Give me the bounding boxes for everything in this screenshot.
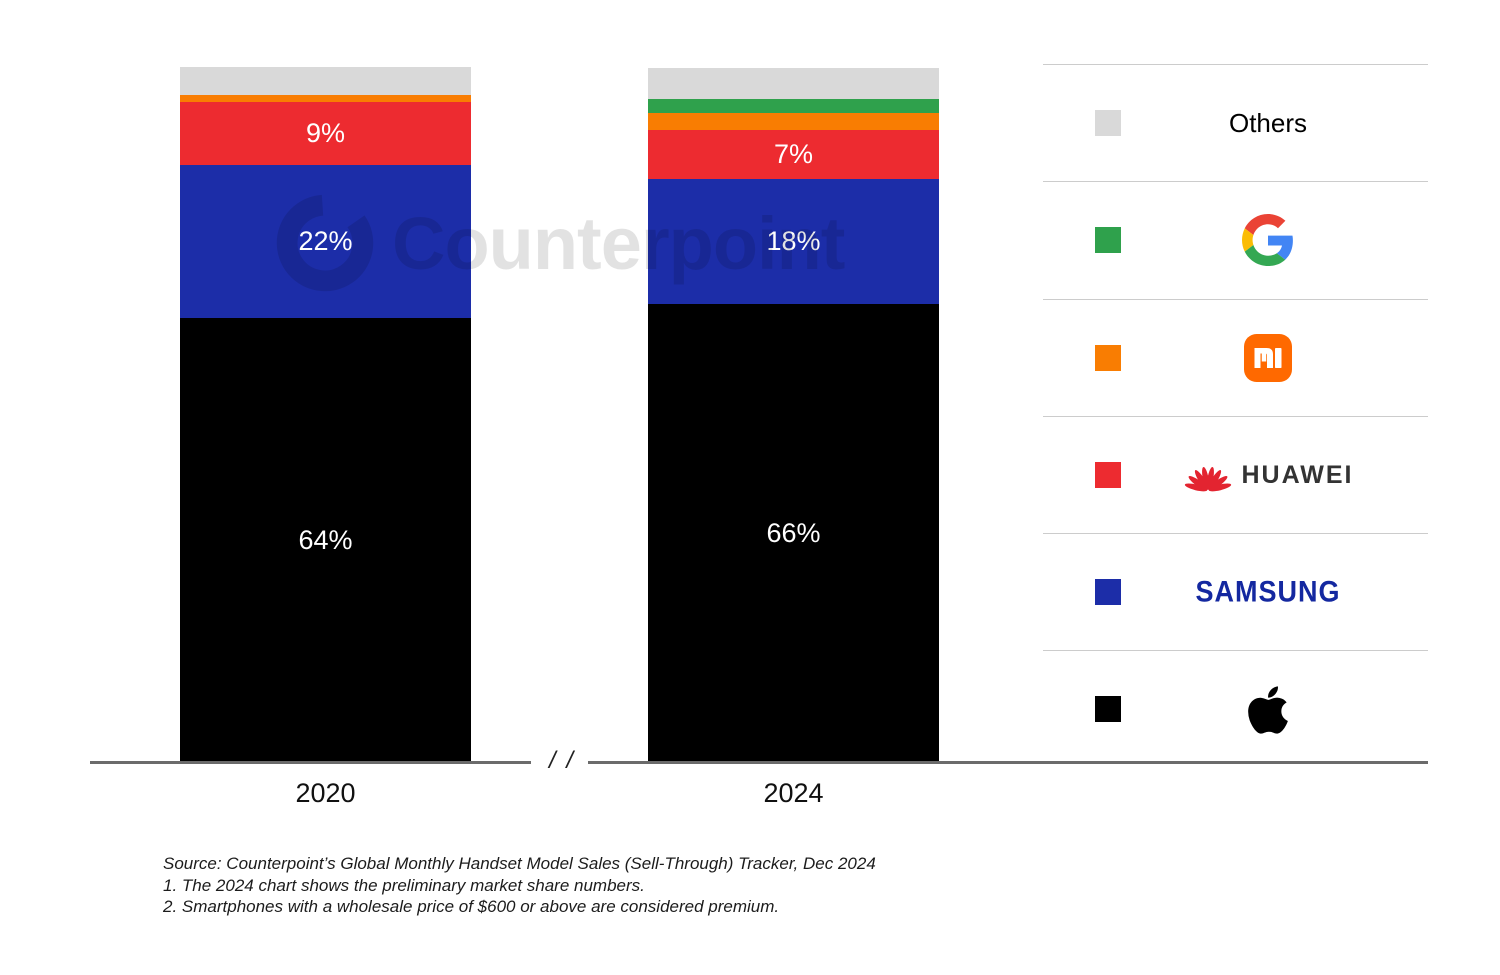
segment-apple-2020: 64% xyxy=(180,318,471,763)
segment-value-label: 9% xyxy=(305,118,346,148)
legend-row-google xyxy=(1043,182,1428,300)
legend-row-samsung: SAMSUNG xyxy=(1043,534,1428,652)
x-axis-line-right xyxy=(588,761,1428,764)
segment-xiaomi-2020 xyxy=(180,95,471,102)
segment-value-label: 7% xyxy=(773,139,814,169)
x-tick-label-2024: 2024 xyxy=(763,778,824,808)
segment-xiaomi-2024 xyxy=(648,113,939,130)
xiaomi-logo-icon xyxy=(1244,333,1292,382)
legend-row-huawei: HUAWEI xyxy=(1043,417,1428,535)
source-note-line: 1. The 2024 chart shows the preliminary … xyxy=(163,875,645,895)
bar-2020: 64% 22% 9% xyxy=(180,67,471,763)
axis-break-symbol: / / xyxy=(548,747,575,774)
legend: Others HUAWEI SAMSUNG xyxy=(1043,64,1428,768)
apple-logo-icon xyxy=(1248,686,1288,734)
samsung-wordmark: SAMSUNG xyxy=(1195,575,1341,608)
legend-swatch-apple xyxy=(1095,696,1121,723)
source-note: Source: Counterpoint’s Global Monthly Ha… xyxy=(163,853,876,918)
source-note-line: 2. Smartphones with a wholesale price of… xyxy=(163,897,780,916)
legend-logo-others: Others xyxy=(1158,65,1378,181)
legend-row-apple xyxy=(1043,651,1428,767)
legend-logo-google xyxy=(1158,182,1378,298)
legend-swatch-google xyxy=(1095,227,1121,254)
legend-swatch-others xyxy=(1095,110,1121,136)
segment-value-label: 22% xyxy=(298,226,353,256)
legend-logo-huawei: HUAWEI xyxy=(1158,417,1378,533)
legend-logo-apple xyxy=(1158,651,1378,767)
segment-huawei-2020: 9% xyxy=(180,102,471,165)
huawei-wordmark: HUAWEI xyxy=(1241,460,1354,489)
segment-google-2024 xyxy=(648,99,939,113)
legend-swatch-huawei xyxy=(1095,461,1121,488)
legend-row-others: Others xyxy=(1043,65,1428,183)
legend-swatch-samsung xyxy=(1095,579,1121,606)
legend-label-others: Others xyxy=(1228,107,1308,138)
x-axis-line-left xyxy=(90,761,531,764)
source-note-line: Source: Counterpoint’s Global Monthly Ha… xyxy=(163,854,876,873)
legend-logo-samsung: SAMSUNG xyxy=(1158,534,1378,650)
segment-samsung-2024: 18% xyxy=(648,179,939,304)
segment-samsung-2020: 22% xyxy=(180,165,471,318)
bar-2024: 66% 18% 7% xyxy=(648,68,939,763)
segment-value-label: 64% xyxy=(298,525,353,555)
legend-logo-xiaomi xyxy=(1158,300,1378,416)
segment-apple-2024: 66% xyxy=(648,304,939,763)
huawei-flower-icon xyxy=(1184,466,1231,492)
legend-row-xiaomi xyxy=(1043,300,1428,417)
x-tick-label-2020: 2020 xyxy=(295,778,356,808)
segment-others-2020 xyxy=(180,67,471,95)
segment-value-label: 18% xyxy=(766,226,821,256)
segment-value-label: 66% xyxy=(766,518,821,548)
legend-swatch-xiaomi xyxy=(1095,344,1121,371)
google-logo-icon xyxy=(1242,214,1293,267)
segment-huawei-2024: 7% xyxy=(648,130,939,179)
segment-others-2024 xyxy=(648,68,939,99)
